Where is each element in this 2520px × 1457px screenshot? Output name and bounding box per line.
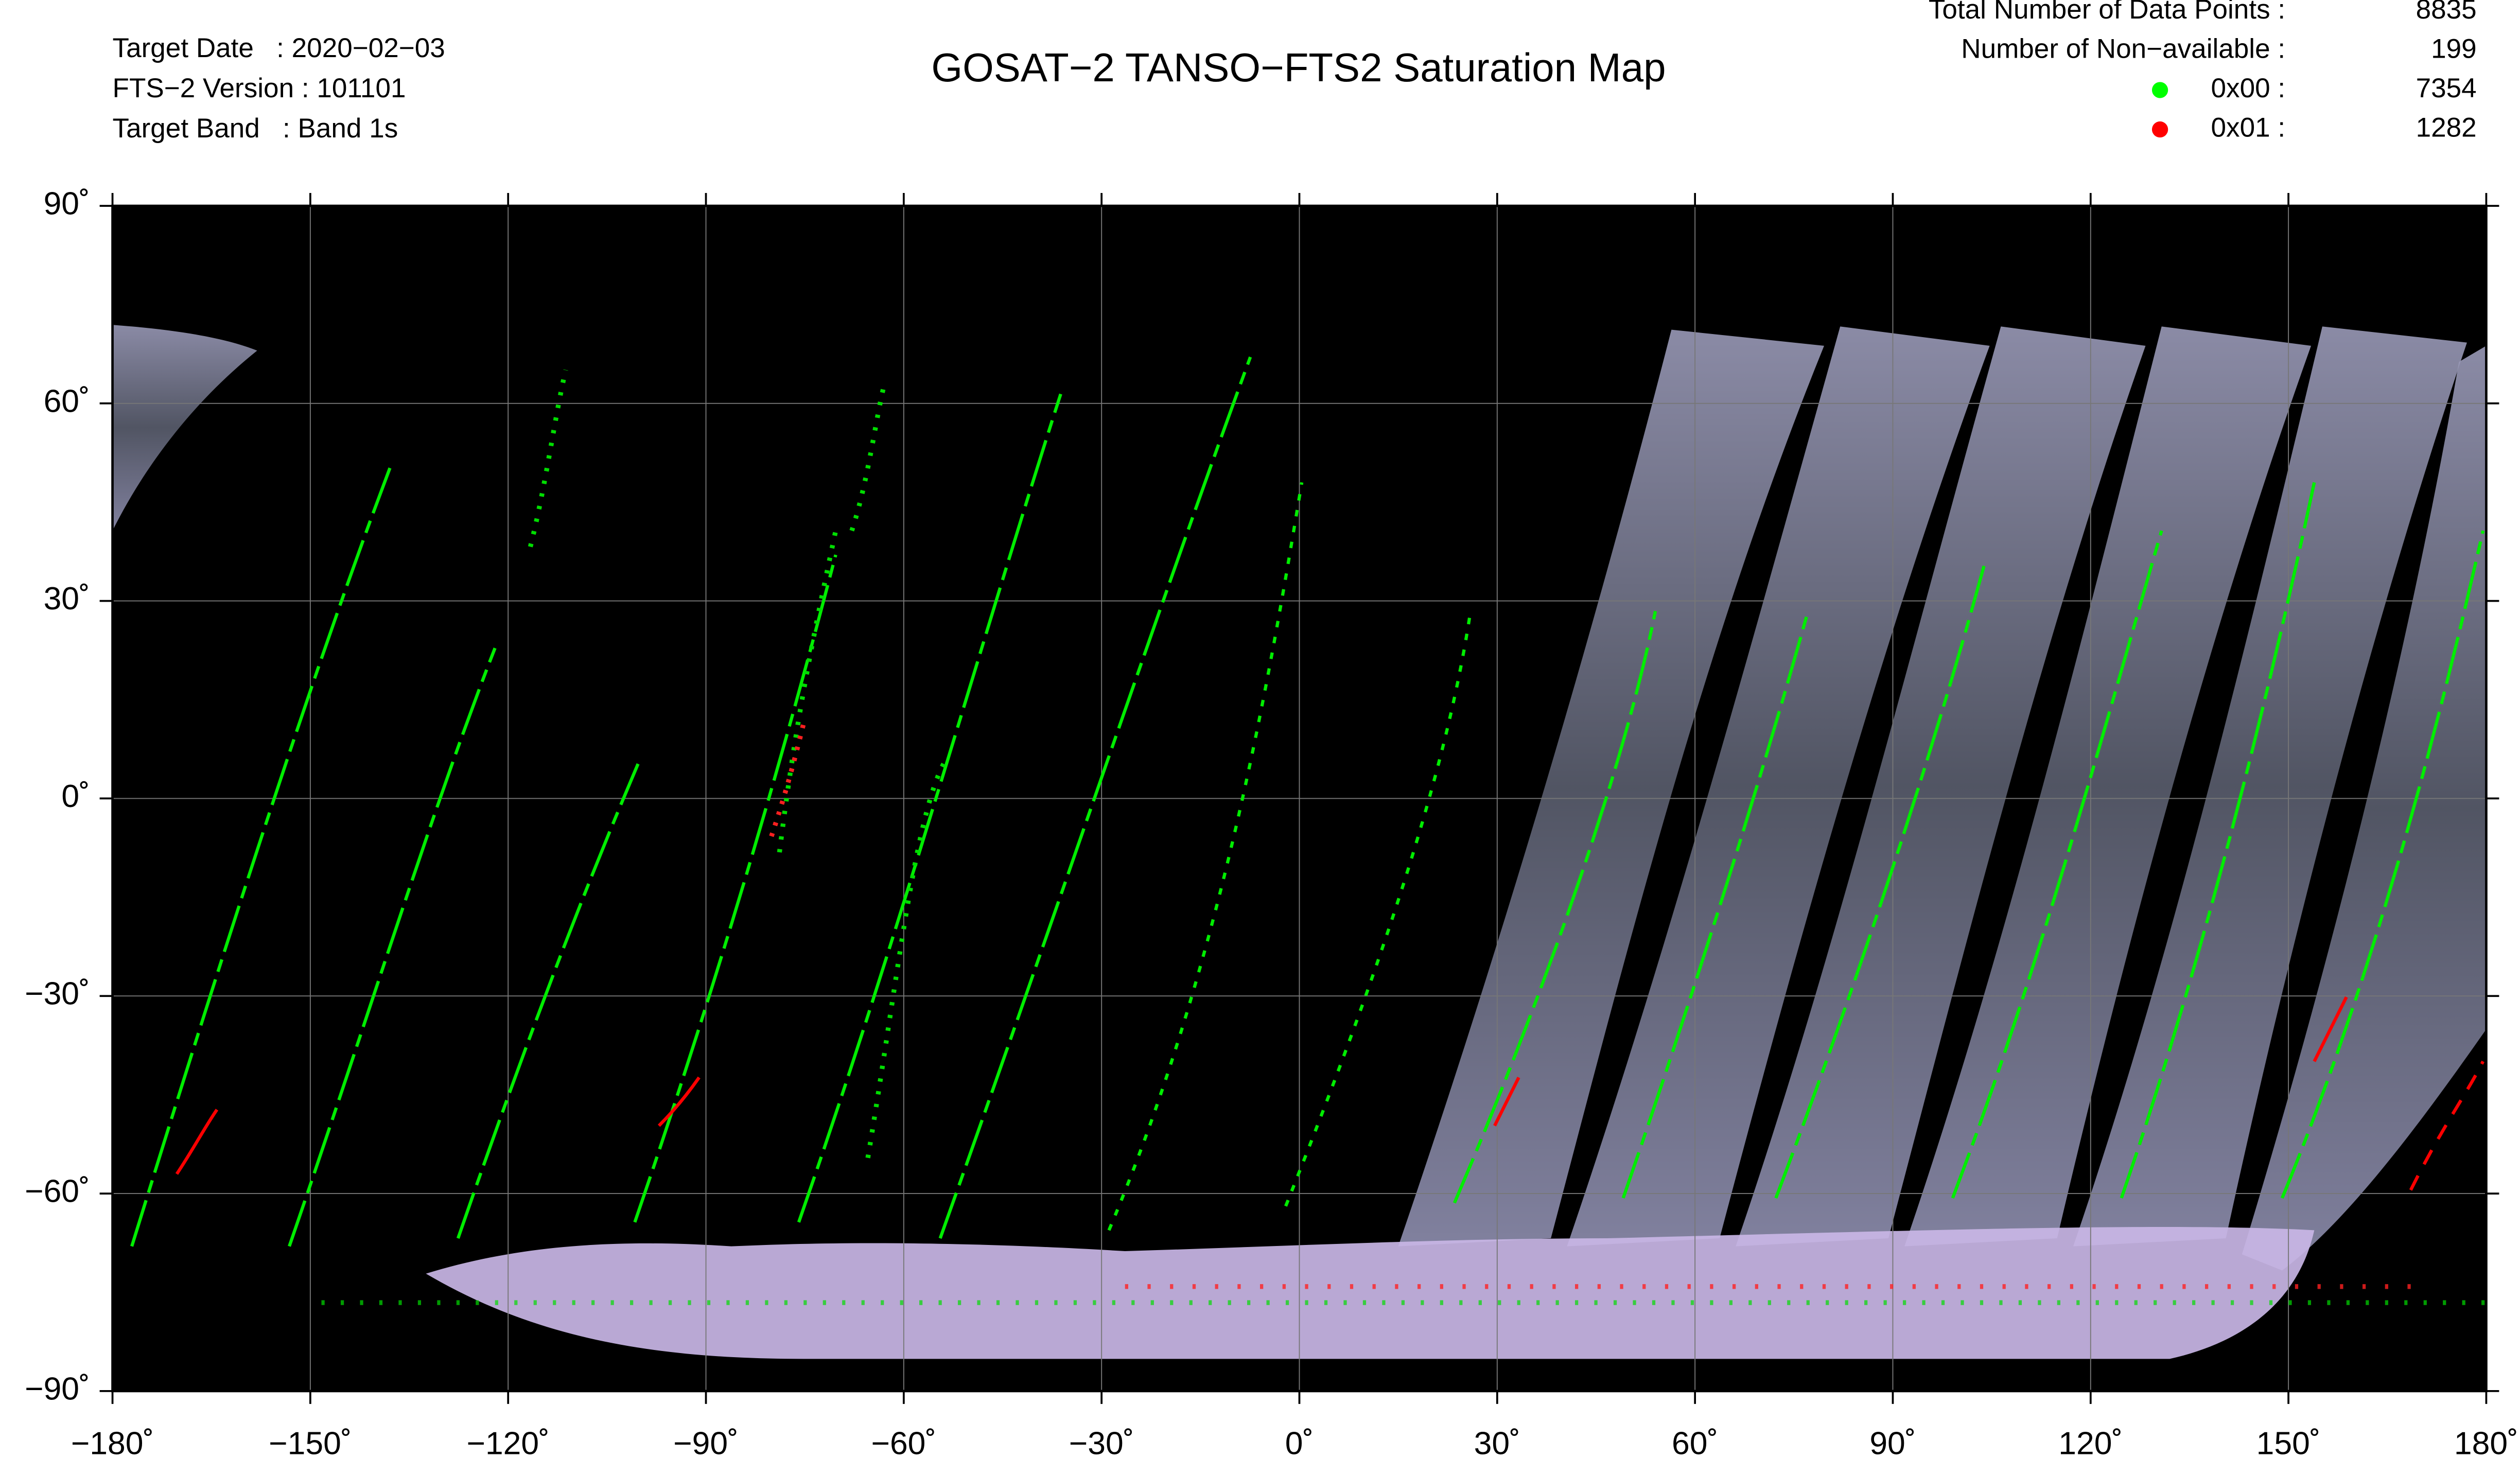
- x-tick-label: 120˚: [2058, 1426, 2123, 1457]
- stat-label: 0x01 :: [2211, 113, 2286, 143]
- x-tick-label: 30˚: [1474, 1426, 1520, 1457]
- y-tick-label: 30˚: [44, 581, 90, 617]
- satellite-swaths: [112, 325, 2487, 1359]
- x-tick-label: −180˚: [71, 1426, 154, 1457]
- x-tick-label: 60˚: [1672, 1426, 1718, 1457]
- info-line: Target Date : 2020−02−03: [113, 33, 445, 63]
- dotted-swaths: [321, 369, 2491, 1305]
- x-tick-label: −120˚: [466, 1426, 549, 1457]
- x-tick-label: −150˚: [269, 1426, 352, 1457]
- x-tick-label: −90˚: [673, 1426, 739, 1457]
- info-line: Target Band : Band 1s: [113, 113, 398, 144]
- x-tick-label: 90˚: [1869, 1426, 1916, 1457]
- stat-label: Number of Non−available :: [1961, 33, 2285, 64]
- y-tick-label: 60˚: [44, 383, 90, 419]
- y-tick-label: 0˚: [61, 778, 90, 814]
- x-tick-label: 150˚: [2256, 1426, 2321, 1457]
- stat-label: Total Number of Data Points :: [1929, 0, 2285, 25]
- x-tick-label: 0˚: [1285, 1426, 1314, 1457]
- info-line: FTS−2 Version : 101101: [113, 73, 406, 103]
- legend-marker: [2151, 82, 2168, 98]
- y-tick-label: −60˚: [25, 1173, 90, 1209]
- x-tick-label: 180˚: [2454, 1426, 2518, 1457]
- x-tick-label: −60˚: [871, 1426, 936, 1457]
- stat-value: 8835: [2416, 0, 2477, 25]
- y-tick-label: −90˚: [25, 1371, 90, 1407]
- stat-value: 1282: [2416, 113, 2477, 143]
- axes: −180˚ −150˚ −120˚ −90˚ −60˚ −30˚ 0˚ 30˚ 60˚ 90˚ 12…: [25, 185, 2518, 1457]
- stat-label: 0x00 :: [2211, 73, 2286, 103]
- y-tick-label: 90˚: [44, 185, 90, 221]
- stats: Total Number of Data Points : 8835 Number …: [1929, 0, 2477, 143]
- orbit-tracks: [130, 356, 2485, 1247]
- stat-value: 7354: [2416, 73, 2477, 103]
- y-tick-label: −30˚: [25, 976, 90, 1012]
- legend-marker: [2151, 121, 2168, 138]
- x-tick-label: −30˚: [1069, 1426, 1134, 1457]
- stat-value: 199: [2431, 33, 2477, 64]
- title: GOSAT−2 TANSO−FTS2 Saturation Map: [931, 45, 1666, 90]
